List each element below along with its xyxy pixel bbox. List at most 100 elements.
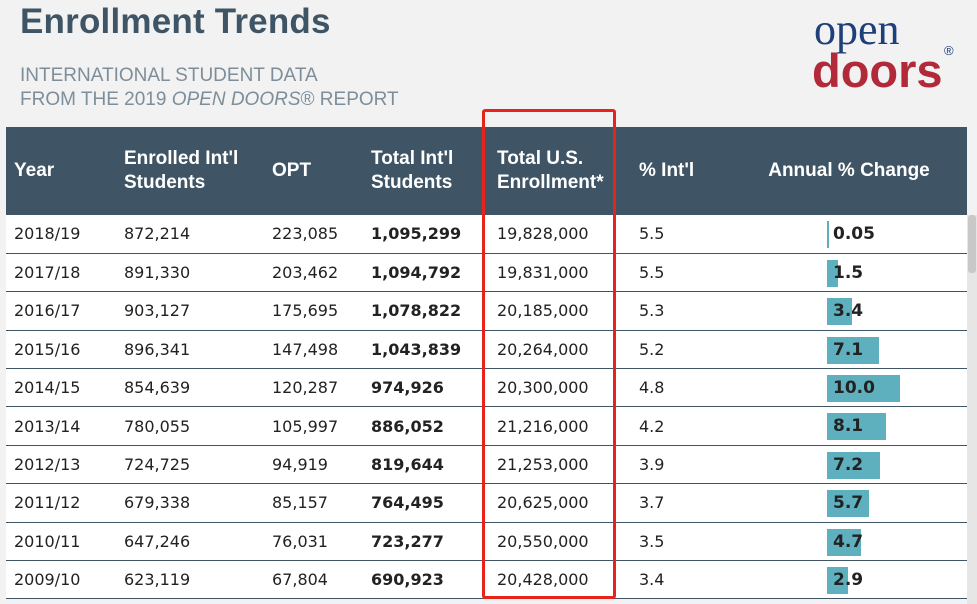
enrollment-table: Year Enrolled Int'l Students OPT Total I…: [6, 127, 967, 600]
year-cell: 2013/14: [6, 406, 116, 446]
enrolled-cell: 724,725: [116, 445, 264, 485]
total-intl-cell: 690,923: [363, 560, 489, 600]
total-intl-cell: 819,644: [363, 445, 489, 485]
annual-change-label: 7.2: [833, 454, 864, 475]
subtitle-line-2: FROM THE 2019 OPEN DOORS® REPORT: [20, 88, 399, 112]
opt-cell: 94,919: [264, 445, 363, 485]
annual-change-label: 0.05: [833, 224, 875, 244]
total-us-cell: 21,216,000: [489, 406, 631, 446]
annual-change-label: 4.7: [833, 531, 864, 552]
subtitle-report-name: OPEN DOORS: [171, 89, 301, 110]
vertical-scrollbar[interactable]: [967, 215, 977, 604]
annual-change-bar: [827, 490, 869, 518]
annual-change-bar: [827, 528, 862, 556]
annual-change-cell: 0.05: [731, 215, 967, 254]
annual-change-cell: 1.5: [731, 253, 967, 293]
table-row: 2017/18 891,330 203,462 1,094,792 19,831,000…: [6, 253, 967, 293]
table-row: 2009/10 623,119 67,804 690,923 20,428,000 3.4…: [6, 560, 967, 600]
table-row: 2012/13 724,725 94,919 819,644 21,253,000 3.9…: [6, 445, 967, 485]
subtitle-line-2-start: FROM THE 2019: [20, 89, 172, 110]
enrolled-cell: 854,639: [116, 368, 264, 408]
year-cell: 2009/10: [6, 560, 116, 600]
opt-cell: 67,804: [264, 560, 363, 600]
annual-change-cell: 4.7: [731, 522, 967, 562]
annual-change-label: 2.9: [833, 570, 864, 591]
opt-cell: 147,498: [264, 330, 363, 370]
column-header-total-intl[interactable]: Total Int'l Students: [363, 127, 489, 215]
opt-cell: 203,462: [264, 253, 363, 293]
annual-change-cell: 7.2: [731, 445, 967, 485]
total-us-cell: 20,550,000: [489, 522, 631, 562]
pct-intl-cell: 4.8: [631, 368, 731, 408]
table-row: 2015/16 896,341 147,498 1,043,839 20,264,000…: [6, 330, 967, 370]
pct-intl-cell: 5.2: [631, 330, 731, 370]
pct-intl-cell: 3.4: [631, 560, 731, 600]
year-cell: 2010/11: [6, 522, 116, 562]
annual-change-bar: [827, 451, 880, 479]
annual-change-label: 1.5: [833, 262, 864, 283]
annual-change-bar: [827, 259, 838, 287]
total-us-cell: 21,253,000: [489, 445, 631, 485]
year-cell: 2016/17: [6, 291, 116, 331]
total-intl-cell: 974,926: [363, 368, 489, 408]
total-intl-cell: 1,043,839: [363, 330, 489, 370]
opt-cell: 76,031: [264, 522, 363, 562]
pct-intl-cell: 3.7: [631, 483, 731, 523]
table-row: 2016/17 903,127 175,695 1,078,822 20,185,000…: [6, 291, 967, 331]
column-header-enrolled[interactable]: Enrolled Int'l Students: [116, 127, 264, 215]
column-header-year[interactable]: Year: [6, 127, 116, 215]
total-us-cell: 20,428,000: [489, 560, 631, 600]
column-header-opt[interactable]: OPT: [264, 127, 363, 215]
table-row: 2010/11 647,246 76,031 723,277 20,550,000 3.5…: [6, 522, 967, 562]
year-cell: 2017/18: [6, 253, 116, 293]
opt-cell: 120,287: [264, 368, 363, 408]
annual-change-label: 10.0: [833, 378, 875, 399]
total-us-cell: 19,831,000: [489, 253, 631, 293]
opt-cell: 85,157: [264, 483, 363, 523]
annual-change-cell: 2.9: [731, 560, 967, 600]
column-header-pct-intl[interactable]: % Int'l: [631, 127, 731, 215]
page-title: Enrollment Trends: [20, 2, 331, 41]
column-header-total-us[interactable]: Total U.S. Enrollment*: [489, 127, 631, 215]
subtitle-line-1: INTERNATIONAL STUDENT DATA: [20, 65, 318, 86]
total-intl-cell: 886,052: [363, 406, 489, 446]
year-cell: 2014/15: [6, 368, 116, 408]
annual-change-cell: 5.7: [731, 483, 967, 523]
annual-change-bar: [827, 221, 829, 248]
table-header-row: Year Enrolled Int'l Students OPT Total I…: [6, 127, 967, 215]
column-header-annual-change[interactable]: Annual % Change: [731, 127, 967, 215]
total-us-cell: 19,828,000: [489, 215, 631, 254]
annual-change-bar: [827, 336, 879, 364]
annual-change-cell: 7.1: [731, 330, 967, 370]
logo-word-doors: doors: [812, 44, 943, 97]
annual-change-cell: 8.1: [731, 406, 967, 446]
enrollment-table-container: Year Enrolled Int'l Students OPT Total I…: [6, 127, 967, 600]
table-row: 2014/15 854,639 120,287 974,926 20,300,000 4.…: [6, 368, 967, 408]
enrolled-cell: 903,127: [116, 291, 264, 331]
pct-intl-cell: 3.5: [631, 522, 731, 562]
annual-change-cell: 3.4: [731, 291, 967, 331]
total-us-cell: 20,264,000: [489, 330, 631, 370]
total-intl-cell: 1,078,822: [363, 291, 489, 331]
year-cell: 2011/12: [6, 483, 116, 523]
enrolled-cell: 891,330: [116, 253, 264, 293]
pct-intl-cell: 5.5: [631, 215, 731, 254]
logo-word-open: open: [814, 5, 900, 54]
annual-change-bar: [827, 567, 849, 595]
page-subtitle: INTERNATIONAL STUDENT DATA FROM THE 2019…: [20, 64, 399, 112]
total-us-cell: 20,300,000: [489, 368, 631, 408]
annual-change-bar: [827, 375, 900, 403]
opt-cell: 223,085: [264, 215, 363, 254]
table-row: 2018/19 872,214 223,085 1,095,299 19,828,000…: [6, 215, 967, 254]
enrolled-cell: 896,341: [116, 330, 264, 370]
annual-change-label: 3.4: [833, 301, 864, 322]
enrolled-cell: 623,119: [116, 560, 264, 600]
enrolled-cell: 647,246: [116, 522, 264, 562]
total-us-cell: 20,185,000: [489, 291, 631, 331]
annual-change-bar: [827, 298, 852, 326]
table-row: 2013/14 780,055 105,997 886,052 21,216,000 4.…: [6, 406, 967, 446]
scrollbar-thumb[interactable]: [968, 215, 976, 273]
total-intl-cell: 1,095,299: [363, 215, 489, 254]
subtitle-line-2-end: ® REPORT: [300, 89, 399, 110]
